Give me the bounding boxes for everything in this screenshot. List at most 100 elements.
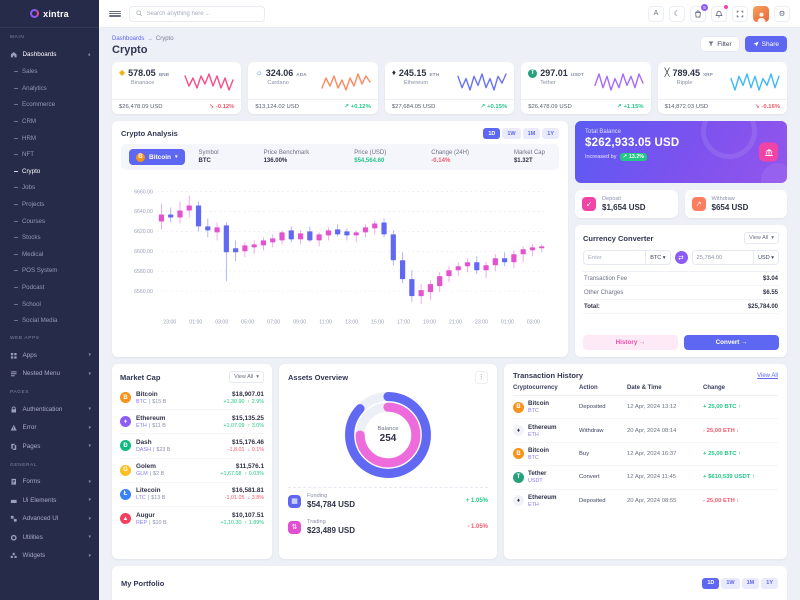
svg-text:07:00: 07:00 (267, 319, 280, 325)
sidebar-item-utilities[interactable]: Utilities ▾ (0, 528, 99, 547)
ethereum-icon: ♦ (120, 416, 131, 428)
sidebar-section-main: MAIN (10, 35, 25, 40)
sidebar-item-error[interactable]: Error ▾ (0, 419, 99, 438)
stat-card-eth[interactable]: ♦ 245.15 ETH Ethereum $27,684.05 USD ↗ +0.15% (384, 62, 515, 114)
transaction-row-tether-convert[interactable]: T Tether USDT Convert 12 Apr, 2024 11:45 + $6… (513, 466, 778, 490)
share-button[interactable]: Share (744, 36, 787, 52)
filter-icon (708, 41, 714, 47)
withdraw-card[interactable]: ↗ Withdraw $654 USD (684, 190, 787, 218)
sidebar-item-advanced-ui[interactable]: Advanced UI ▾ (0, 510, 99, 529)
sidebar-item-school[interactable]: School (0, 296, 99, 313)
transaction-row-ethereum-withdraw[interactable]: ♦ Ethereum ETH Withdraw 20 Apr, 2024 08:14- … (513, 419, 778, 443)
transaction-row-ethereum-deposited[interactable]: ♦ Ethereum ETH Deposited 20 Apr, 2024 08:55-… (513, 490, 778, 512)
settings-button[interactable]: ⚙ (774, 5, 790, 22)
stat-card-xrp[interactable]: ╳ 789.45 XRP Ripple $14,872.03 USD ↘ -0.16% (657, 62, 788, 114)
sidebar-item-podcast[interactable]: Podcast (0, 279, 99, 296)
filter-button[interactable]: Filter (700, 36, 740, 52)
balance-increase: Increased by ↗ 13.2% (585, 153, 777, 161)
cart-button[interactable]: 5 (690, 3, 708, 22)
analysis-period-1m[interactable]: 1M (522, 128, 541, 139)
market-cap-row-augur[interactable]: ▲ Augur REP | $10 B $10,107.51 +1,10.30 ↑ 1.89% (120, 507, 264, 530)
transaction-row-bitcoin-deposited[interactable]: B Bitcoin BTC Deposited 12 Apr, 2024 13:12 + … (513, 396, 778, 420)
assets-row-funding[interactable]: ▦ Funding $54,784 USD + 1.05% (288, 488, 488, 514)
transactions-view-all-link[interactable]: View All (757, 372, 778, 379)
stat-coin-name: Cardano (267, 80, 289, 86)
history-button[interactable]: History → (583, 335, 678, 350)
sidebar-item-apps[interactable]: Apps ▾ (0, 346, 99, 365)
portfolio-period-1w[interactable]: 1W (721, 577, 740, 589)
notifications-button[interactable] (711, 5, 728, 22)
sidebar-item-widgets[interactable]: Widgets ▾ (0, 547, 99, 566)
market-cap-row-litecoin[interactable]: Ł Litecoin LTC | $13 B $16,581.81 -1,01.05 ↓ 3.… (120, 483, 264, 507)
sidebar-item-sales[interactable]: Sales (0, 64, 99, 81)
stat-card-usdt[interactable]: T 297.01 USDT Tether $26,478.09 USD ↗ +1.15% (521, 62, 651, 114)
convert-amount-input[interactable] (584, 251, 646, 264)
sidebar-item-medical[interactable]: Medical (0, 246, 99, 263)
donut-center-label: Balance (377, 426, 399, 432)
assets-menu-button[interactable]: ⋮ (475, 371, 488, 384)
sparkline-ada (321, 73, 371, 91)
converter-view-all-button[interactable]: View All ▾ (744, 232, 779, 244)
sidebar-section-general: GENERAL (10, 462, 38, 468)
analysis-period-1y[interactable]: 1Y (542, 128, 559, 139)
dark-mode-button[interactable]: ☾ (669, 5, 685, 22)
market-cap-row-bitcoin[interactable]: B Bitcoin BTC | $15 B $18,907.01 +1,30.90 ↑ 2.9… (120, 386, 264, 411)
sidebar-item-jobs[interactable]: Jobs (0, 180, 99, 197)
assets-row-trading[interactable]: ⇅ Trading $23,489 USD - 1.05% (288, 514, 488, 540)
sidebar-item-crm[interactable]: CRM (0, 113, 99, 130)
menu-toggle-button[interactable] (109, 9, 121, 19)
sidebar-item-dashboards[interactable]: Dashboards ▾ (0, 45, 99, 64)
language-button[interactable]: A (648, 5, 664, 22)
user-icon (756, 12, 766, 22)
sidebar-item-hrm[interactable]: HRM (0, 130, 99, 147)
sidebar-item-label: Projects (22, 201, 45, 209)
market-cap-view-all-button[interactable]: View All ▾ (229, 371, 264, 383)
convert-button[interactable]: Convert → (684, 335, 779, 350)
sidebar-item-nft[interactable]: NFT (0, 146, 99, 163)
sidebar-item-ecommerce[interactable]: Ecommerce (0, 97, 99, 114)
breadcrumb-dashboards[interactable]: Dashboards (112, 36, 145, 42)
deposit-card[interactable]: ↙ Deposit $1,654 USD (575, 190, 678, 218)
sidebar-item-nested-menu[interactable]: Nested Menu ▾ (0, 365, 99, 384)
bank-button[interactable] (759, 142, 778, 162)
from-currency-select[interactable]: BTC ▾ (645, 251, 670, 264)
search-input[interactable] (146, 10, 258, 17)
coin-select-button[interactable]: B Bitcoin ▾ (129, 149, 185, 165)
analysis-period-1w[interactable]: 1W (502, 128, 521, 139)
user-avatar[interactable] (753, 5, 769, 22)
sidebar-item-label: Jobs (22, 184, 36, 192)
to-currency-select[interactable]: USD ▾ (753, 251, 778, 264)
sidebar-item-authentication[interactable]: Authentication ▾ (0, 400, 99, 419)
chevron-down-icon: ▾ (88, 406, 91, 413)
portfolio-period-1d[interactable]: 1D (702, 577, 720, 589)
sidebar-item-pos-system[interactable]: POS System (0, 263, 99, 280)
sidebar-item-crypto[interactable]: Crypto (0, 163, 99, 180)
withdraw-value: $654 USD (711, 203, 749, 212)
market-cap-row-dash[interactable]: Ð Dash DASH | $23 B $15,176.46 -1,8.01 ↓ 0.1% (120, 434, 264, 459)
logo[interactable]: xintra (0, 0, 99, 28)
search-box[interactable] (129, 5, 265, 22)
analysis-period-1d[interactable]: 1D (483, 128, 501, 139)
convert-from-group: BTC ▾ (583, 250, 671, 265)
sidebar-item-projects[interactable]: Projects (0, 196, 99, 213)
market-cap-row-golem[interactable]: G Golem GLM | $2 B $11,576.1 +1,67.08 ↑ 0.03% (120, 459, 264, 483)
fullscreen-button[interactable] (732, 5, 748, 22)
portfolio-period-1y[interactable]: 1Y (761, 577, 778, 589)
market-cap-row-ethereum[interactable]: ♦ Ethereum ETH | $11 B $15,135.25 +1,07.09 ↑ 3.… (120, 410, 264, 435)
svg-text:23:00: 23:00 (163, 319, 176, 325)
stat-card-ada[interactable]: ☼ 324.06 ADA Cardano $13,124.02 USD ↗ +0.12% (248, 62, 378, 114)
portfolio-period-1m[interactable]: 1M (741, 577, 760, 589)
convert-result-input[interactable] (692, 251, 754, 264)
chevron-down-icon: ▾ (88, 352, 91, 359)
sidebar-item-courses[interactable]: Courses (0, 213, 99, 230)
stat-card-bnb[interactable]: ◆ 578.05 BNB Binanace $26,478.09 USD ↘ -0.12% (112, 62, 242, 114)
sidebar-item-social-media[interactable]: Social Media (0, 312, 99, 329)
sidebar-item-stocks[interactable]: Stocks (0, 229, 99, 246)
transaction-row-bitcoin-buy[interactable]: B Bitcoin BTC Buy 12 Apr, 2024 16:37 + 25,00 … (513, 443, 778, 467)
sidebar-item-ui-elements[interactable]: Ui Elements ▾ (0, 491, 99, 510)
sidebar-item-forms[interactable]: Forms ▾ (0, 473, 99, 492)
sidebar-item-analytics[interactable]: Analytics (0, 80, 99, 97)
currency-converter-card: Currency Converter View All ▾ BTC ▾ (575, 225, 787, 357)
sidebar-item-pages[interactable]: Pages ▾ (0, 437, 99, 456)
swap-currencies-button[interactable]: ⇄ (674, 251, 688, 264)
